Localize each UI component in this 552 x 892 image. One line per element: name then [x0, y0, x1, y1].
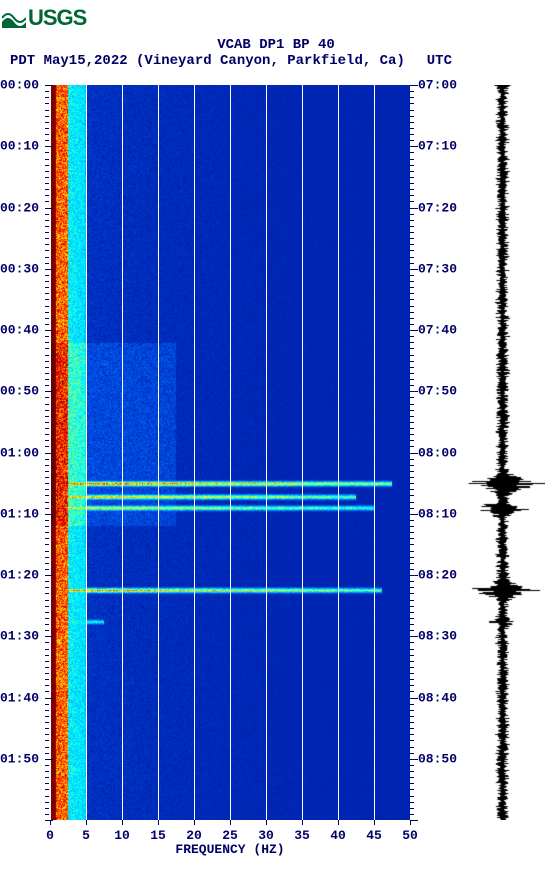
chart-subtitle: PDT May15,2022 (Vineyard Canyon, Parkfie…: [10, 53, 405, 69]
y-tick-label-right: 07:10: [418, 139, 457, 154]
y-tick-label-left: 00:30: [0, 261, 39, 276]
x-tick-label: 0: [46, 828, 54, 843]
y-tick-label-left: 00:10: [0, 139, 39, 154]
x-tick-label: 25: [222, 828, 238, 843]
x-tick-label: 10: [114, 828, 130, 843]
y-tick-label-right: 08:50: [418, 751, 457, 766]
y-tick-label-left: 01:10: [0, 506, 39, 521]
x-tick-label: 50: [402, 828, 418, 843]
seismogram-canvas: [460, 85, 545, 820]
y-tick-label-right: 08:00: [418, 445, 457, 460]
y-tick-label-right: 07:40: [418, 323, 457, 338]
x-tick-label: 35: [294, 828, 310, 843]
y-tick-label-left: 01:50: [0, 751, 39, 766]
y-tick-label-left: 00:40: [0, 323, 39, 338]
chart-title: VCAB DP1 BP 40: [0, 37, 552, 53]
y-tick-label-left: 00:50: [0, 384, 39, 399]
y-tick-label-right: 07:30: [418, 261, 457, 276]
y-tick-label-right: 08:20: [418, 568, 457, 583]
y-tick-label-left: 00:20: [0, 200, 39, 215]
usgs-logo: USGS: [2, 5, 86, 31]
y-tick-label-right: 08:40: [418, 690, 457, 705]
spectrogram-plot: [50, 85, 410, 820]
y-tick-label-left: 01:00: [0, 445, 39, 460]
usgs-text: USGS: [28, 5, 86, 31]
y-tick-label-right: 07:20: [418, 200, 457, 215]
seismogram-trace: [460, 85, 545, 820]
y-tick-label-right: 07:00: [418, 78, 457, 93]
y-tick-label-left: 01:30: [0, 629, 39, 644]
y-tick-label-left: 00:00: [0, 78, 39, 93]
y-tick-label-left: 01:20: [0, 568, 39, 583]
y-tick-label-left: 01:40: [0, 690, 39, 705]
y-tick-label-right: 08:30: [418, 629, 457, 644]
y-tick-label-right: 07:50: [418, 384, 457, 399]
y-tick-label-right: 08:10: [418, 506, 457, 521]
x-tick-label: 30: [258, 828, 274, 843]
x-tick-label: 5: [82, 828, 90, 843]
x-tick-label: 15: [150, 828, 166, 843]
x-tick-label: 45: [366, 828, 382, 843]
x-axis-title: FREQUENCY (HZ): [0, 842, 460, 857]
usgs-wave-icon: [2, 8, 26, 28]
x-tick-label: 20: [186, 828, 202, 843]
x-tick-label: 40: [330, 828, 346, 843]
utc-label: UTC: [427, 53, 452, 69]
